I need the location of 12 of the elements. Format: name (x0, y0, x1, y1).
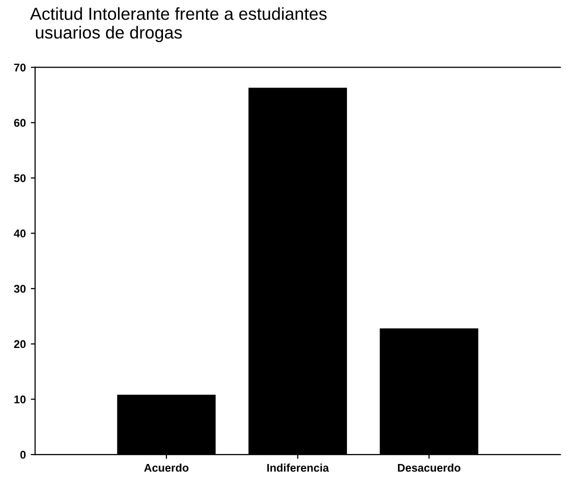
y-tick-label: 30 (14, 284, 26, 293)
y-tick-label: 60 (14, 118, 26, 127)
x-tick-label: Indiferencia (267, 464, 329, 472)
y-tick-label: 0 (20, 450, 26, 459)
y-tick-label: 70 (14, 64, 26, 72)
chart-title: Actitud Intolerante frente a estudiantes usuarios de drogas (30, 7, 327, 42)
y-tick-label: 20 (14, 340, 26, 348)
y-tick-label: 10 (14, 395, 26, 404)
x-tick-label: Acuerdo (144, 464, 189, 472)
x-tick-label: Desacuerdo (398, 464, 460, 472)
y-tick-label: 40 (14, 230, 26, 238)
y-tick-label: 50 (14, 174, 26, 182)
